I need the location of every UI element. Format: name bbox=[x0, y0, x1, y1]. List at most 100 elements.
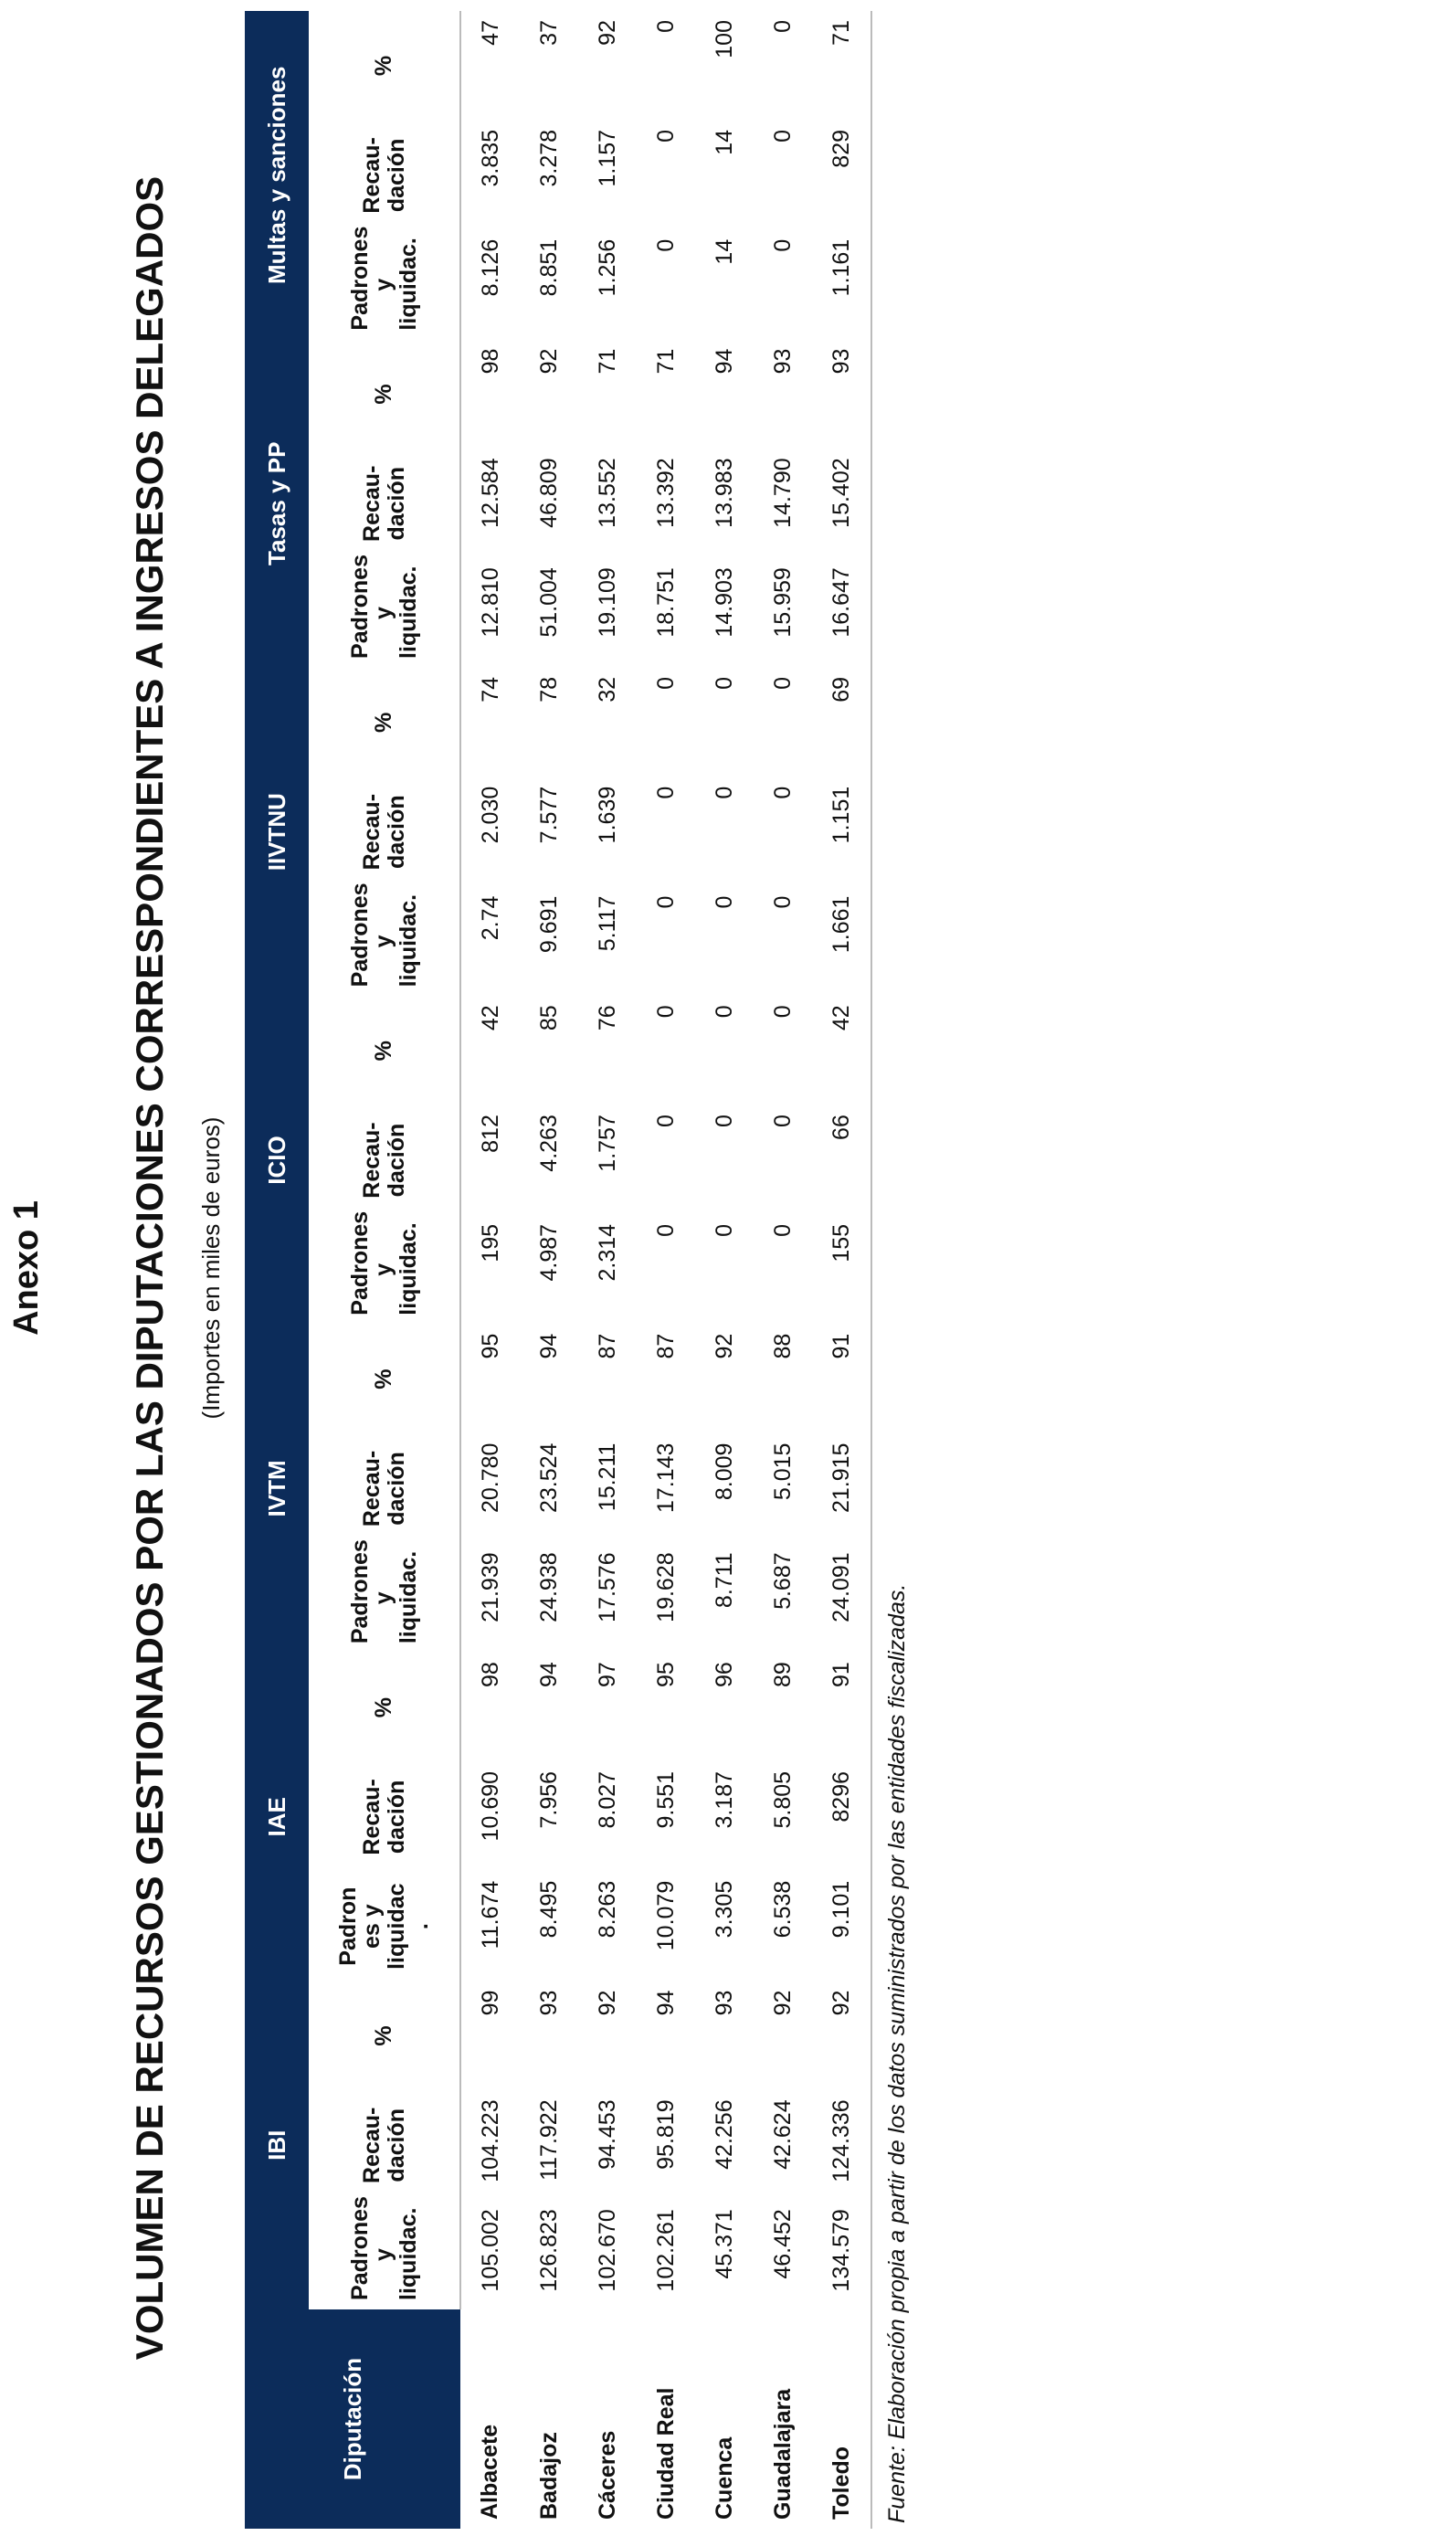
cell: 93 bbox=[535, 1990, 562, 2016]
cell: 0 bbox=[652, 129, 679, 143]
cell: 6.538 bbox=[769, 1880, 796, 1939]
cell: 0 bbox=[769, 129, 796, 143]
cell: 3.278 bbox=[535, 129, 562, 187]
column-header: Padrones y liquidac. bbox=[309, 227, 460, 340]
cell: 42 bbox=[477, 1005, 503, 1031]
cell: 23.524 bbox=[535, 1442, 562, 1514]
cell: 0 bbox=[711, 1223, 737, 1237]
cell: 92 bbox=[769, 1990, 796, 2016]
cell: 1.256 bbox=[594, 238, 620, 297]
column-header: % bbox=[309, 11, 460, 121]
cell: 0 bbox=[652, 238, 679, 252]
row-header: Diputación bbox=[245, 2309, 460, 2529]
group-header: Multas y sanciones bbox=[245, 11, 309, 340]
cell: 0 bbox=[711, 895, 737, 909]
row-label: Ciudad Real bbox=[652, 2387, 679, 2520]
cell: 195 bbox=[477, 1223, 503, 1263]
cell: 0 bbox=[711, 786, 737, 799]
cell: 0 bbox=[711, 1005, 737, 1019]
group-header: IIVTNU bbox=[245, 667, 309, 997]
cell: 93 bbox=[769, 348, 796, 375]
cell: 829 bbox=[812, 120, 871, 230]
column-header: Recau- dación bbox=[309, 1105, 460, 1215]
cell: 97 bbox=[594, 1662, 620, 1687]
cell: 9.691 bbox=[535, 895, 562, 954]
cell: 0 bbox=[769, 1223, 796, 1237]
cell: 16.647 bbox=[812, 558, 871, 668]
cell: 812 bbox=[477, 1115, 503, 1153]
cell: 5.015 bbox=[769, 1442, 796, 1501]
cell: 1.757 bbox=[594, 1115, 620, 1172]
data-table: Diputación IBI IAE IVTM ICIO IIVTNU Tasas y PP… bbox=[245, 11, 872, 2529]
cell: 47 bbox=[477, 20, 503, 46]
cell: 3.835 bbox=[477, 129, 503, 187]
cell: 89 bbox=[769, 1662, 796, 1687]
cell: 32 bbox=[594, 676, 620, 703]
cell: 69 bbox=[812, 667, 871, 777]
cell: 66 bbox=[812, 1105, 871, 1215]
cell: 78 bbox=[535, 676, 562, 703]
cell: 19.628 bbox=[652, 1552, 679, 1622]
footnote: Fuente: Elaboración propia a partir de l… bbox=[884, 1583, 910, 2523]
cell: 21.915 bbox=[812, 1433, 871, 1544]
cell: 8.495 bbox=[535, 1880, 562, 1939]
cell: 2.74 bbox=[477, 895, 503, 941]
column-header: Padron es y liquidac . bbox=[309, 1871, 460, 1981]
cell: 13.552 bbox=[594, 458, 620, 528]
cell: 7.577 bbox=[535, 786, 562, 844]
table-row: Cáceres 102.670 94.453 92 8.263 8.027 97 17.576… bbox=[578, 11, 637, 2529]
cell: 9.551 bbox=[652, 1770, 679, 1829]
cell: 1.639 bbox=[594, 786, 620, 844]
column-header: % bbox=[309, 1324, 460, 1434]
cell: 0 bbox=[652, 20, 679, 33]
cell: 0 bbox=[769, 786, 796, 799]
row-label: Toledo bbox=[812, 2309, 871, 2529]
cell: 74 bbox=[477, 676, 503, 703]
cell: 1.161 bbox=[812, 229, 871, 340]
cell: 92 bbox=[812, 1981, 871, 2091]
column-header: Recau- dación bbox=[309, 120, 460, 230]
group-header: IBI bbox=[245, 1981, 309, 2309]
cell: 17.143 bbox=[652, 1442, 679, 1514]
cell: 155 bbox=[812, 1214, 871, 1325]
column-header: Padrones y liquidac. bbox=[309, 882, 460, 997]
cell: 51.004 bbox=[535, 567, 562, 638]
row-label: Badajoz bbox=[535, 2432, 562, 2520]
table-row: Albacete 105.002 104.223 99 11.674 10.690 98 21… bbox=[460, 11, 520, 2529]
cell: 98 bbox=[477, 348, 503, 375]
column-header: % bbox=[309, 339, 460, 449]
cell: 8.711 bbox=[711, 1552, 737, 1609]
cell: 18.751 bbox=[652, 567, 679, 638]
cell: 134.579 bbox=[812, 2200, 871, 2309]
column-header: % bbox=[309, 1981, 460, 2091]
cell: 71 bbox=[594, 348, 620, 375]
cell: 19.109 bbox=[594, 567, 620, 638]
cell: 13.392 bbox=[652, 458, 679, 528]
cell: 94.453 bbox=[594, 2099, 620, 2170]
cell: 42 bbox=[812, 996, 871, 1106]
cell: 4.263 bbox=[535, 1115, 562, 1172]
row-label: Cáceres bbox=[594, 2430, 620, 2520]
column-header: % bbox=[309, 996, 460, 1106]
table-row: Cuenca 45.371 42.256 93 3.305 3.187 96 8.711 8.0… bbox=[695, 11, 754, 2529]
cell: 92 bbox=[594, 1990, 620, 2016]
column-header: Padrones y liquidac. bbox=[309, 2196, 460, 2309]
cell: 46.452 bbox=[769, 2209, 796, 2279]
cell: 24.091 bbox=[812, 1543, 871, 1654]
group-header: ICIO bbox=[245, 996, 309, 1325]
cell: 0 bbox=[652, 1115, 679, 1128]
group-header: IAE bbox=[245, 1653, 309, 1981]
table-row: Guadalajara 46.452 42.624 92 6.538 5.805 89 5.6… bbox=[754, 11, 812, 2529]
cell: 100 bbox=[711, 20, 737, 58]
cell: 15.211 bbox=[594, 1442, 620, 1512]
cell: 94 bbox=[652, 1990, 679, 2016]
column-header: Recau- dación bbox=[309, 2090, 460, 2201]
cell: 126.823 bbox=[535, 2209, 562, 2292]
cell: 2.314 bbox=[594, 1223, 620, 1282]
cell: 46.809 bbox=[535, 458, 562, 528]
cell: 117.922 bbox=[535, 2099, 562, 2181]
cell: 96 bbox=[711, 1662, 737, 1687]
cell: 0 bbox=[769, 1005, 796, 1019]
cell: 94 bbox=[535, 1662, 562, 1687]
column-header: Padrones y liquidac. bbox=[309, 1211, 460, 1325]
